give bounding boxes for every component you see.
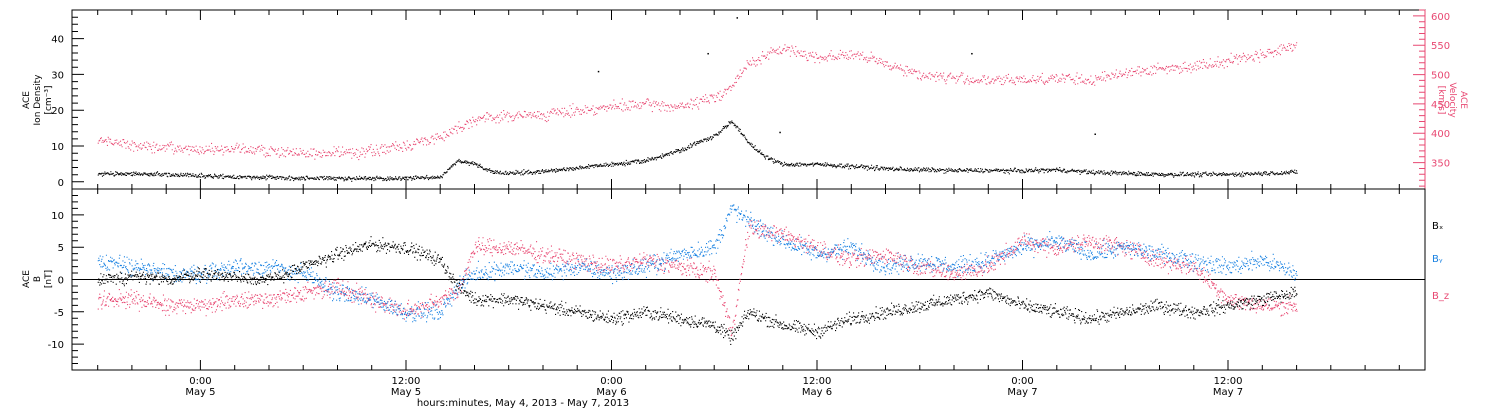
- density-axis-title-line: ACE: [22, 91, 32, 109]
- bfield-axis-title-line: [nT]: [44, 270, 54, 288]
- density-axis-title-line: Ion Density: [33, 74, 43, 126]
- density-points: [97, 120, 1298, 182]
- bfield-tick-label: 0: [58, 276, 64, 287]
- density-outlier: [779, 131, 781, 134]
- velocity-tick-label: 350: [1431, 159, 1450, 170]
- bfield-axis-title-line: B: [33, 276, 43, 282]
- x-tick-time: 12:00: [392, 376, 421, 387]
- x-tick-day: May 6: [596, 387, 626, 398]
- right-axis-ticks: [1413, 9, 1425, 187]
- velocity-axis-title-line: Velocity: [1447, 82, 1457, 118]
- velocity-tick-label: 500: [1431, 71, 1450, 82]
- density-tick-label: 40: [51, 35, 64, 46]
- bfield-tick-label: 5: [58, 243, 64, 254]
- legend-entry: B_z: [1432, 291, 1449, 302]
- density-tick-label: 20: [51, 106, 64, 117]
- density-tick-label: 30: [51, 70, 64, 81]
- x-tick-time: 12:00: [803, 376, 832, 387]
- x-tick-day: May 7: [1007, 387, 1037, 398]
- density-outlier: [707, 52, 709, 55]
- density-tick-label: 0: [58, 178, 64, 189]
- legend-entry: Bₓ: [1432, 221, 1443, 232]
- x-tick-day: May 7: [1213, 387, 1243, 398]
- bfield-tick-label: -5: [54, 308, 64, 319]
- bx-points: [97, 236, 1298, 345]
- x-tick-time: 0:00: [189, 376, 211, 387]
- x-tick-time: 0:00: [600, 376, 622, 387]
- bz-points: [97, 220, 1298, 337]
- left-axis-ticks: [72, 9, 84, 190]
- by-points: [97, 204, 1298, 323]
- density-tick-label: 10: [51, 142, 64, 153]
- x-tick-day: May 5: [185, 387, 215, 398]
- velocity-tick-label: 450: [1431, 100, 1450, 111]
- density-axis-title: ACEIon Density[cm⁻³]: [22, 74, 54, 126]
- top-panel-frame: [71, 9, 1426, 190]
- density-outlier: [597, 70, 600, 73]
- velocity-axis-title-line: [km/s]: [1436, 86, 1446, 115]
- x-axis-title: hours:minutes, May 4, 2013 - May 7, 2013: [417, 398, 629, 409]
- legend-entry: Bᵧ: [1432, 254, 1443, 265]
- density-outlier: [1094, 133, 1096, 136]
- velocity-tick-label: 550: [1431, 41, 1450, 52]
- velocity-tick-label: 600: [1431, 12, 1450, 23]
- velocity-axis-title: ACEVelocity[km/s]: [1436, 82, 1468, 118]
- bfield-tick-label: -10: [48, 340, 64, 351]
- velocity-tick-label: 400: [1431, 129, 1450, 140]
- bfield-axis-ticks: [72, 195, 84, 364]
- x-axis-ticks: [97, 10, 1400, 370]
- bfield-axis-title-line: ACE: [22, 270, 32, 288]
- x-tick-time: 0:00: [1011, 376, 1033, 387]
- bottom-panel: -10 -5 0 5 10 ACEB[nT] Bₓ Bᵧ B_z: [22, 188, 1449, 371]
- density-outlier: [736, 17, 739, 19]
- velocity-points: [97, 42, 1298, 161]
- density-outlier: [971, 52, 973, 55]
- density-axis-title-line: [cm⁻³]: [44, 85, 54, 114]
- bfield-tick-label: 10: [51, 211, 64, 222]
- bfield-axis-title: ACEB[nT]: [22, 270, 54, 288]
- x-tick-day: May 5: [391, 387, 421, 398]
- x-tick-time: 12:00: [1214, 376, 1243, 387]
- x-tick-day: May 6: [802, 387, 832, 398]
- velocity-axis-title-line: ACE: [1458, 91, 1468, 109]
